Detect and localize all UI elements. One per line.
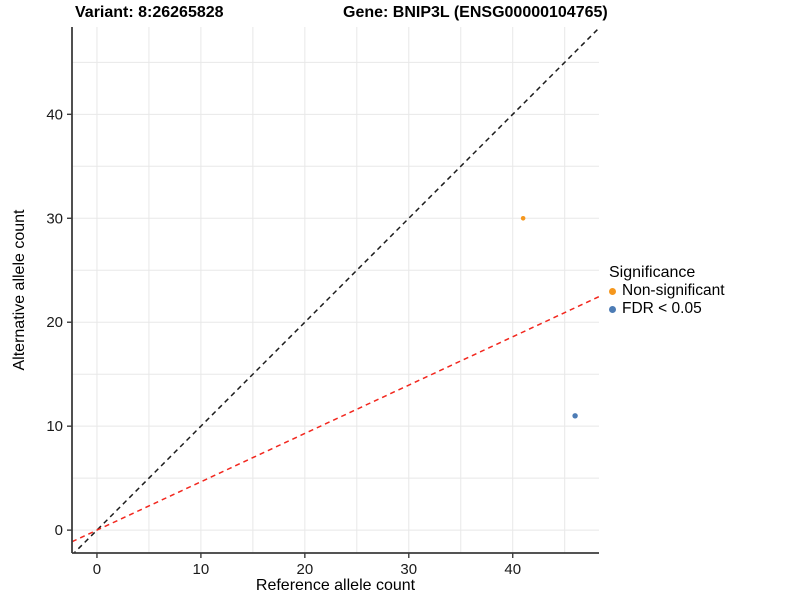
x-axis-title: Reference allele count bbox=[255, 577, 416, 594]
legend-item-label: Non-significant bbox=[622, 282, 725, 299]
y-tick-label: 20 bbox=[46, 314, 63, 331]
legend-title: Significance bbox=[609, 264, 696, 281]
legend-item-fdr: FDR < 0.05 bbox=[609, 300, 725, 318]
legend-item-label: FDR < 0.05 bbox=[622, 300, 702, 317]
expected-ratio-line bbox=[72, 295, 599, 543]
data-point bbox=[520, 215, 526, 221]
x-tick-label: 20 bbox=[296, 561, 313, 578]
legend: Significance Non-significant FDR < 0.05 bbox=[609, 264, 725, 318]
x-tick-label: 10 bbox=[193, 561, 210, 578]
y-tick-label: 40 bbox=[46, 106, 63, 123]
legend-dot-fdr-icon bbox=[609, 306, 616, 313]
y-axis-title: Alternative allele count bbox=[11, 209, 28, 371]
data-point bbox=[572, 413, 578, 419]
legend-item-nonsignificant: Non-significant bbox=[609, 282, 725, 300]
x-tick-label: 30 bbox=[400, 561, 417, 578]
y-tick-label: 30 bbox=[46, 210, 63, 227]
y-tick-label: 10 bbox=[46, 418, 63, 435]
x-tick-label: 0 bbox=[93, 561, 101, 578]
x-tick-label: 40 bbox=[504, 561, 521, 578]
y-tick-label: 0 bbox=[55, 522, 63, 539]
identity-line bbox=[73, 27, 599, 553]
legend-dot-nonsignificant-icon bbox=[609, 288, 616, 295]
variant-title: Variant: 8:26265828 bbox=[75, 4, 224, 21]
gene-title: Gene: BNIP3L (ENSG00000104765) bbox=[343, 4, 608, 21]
